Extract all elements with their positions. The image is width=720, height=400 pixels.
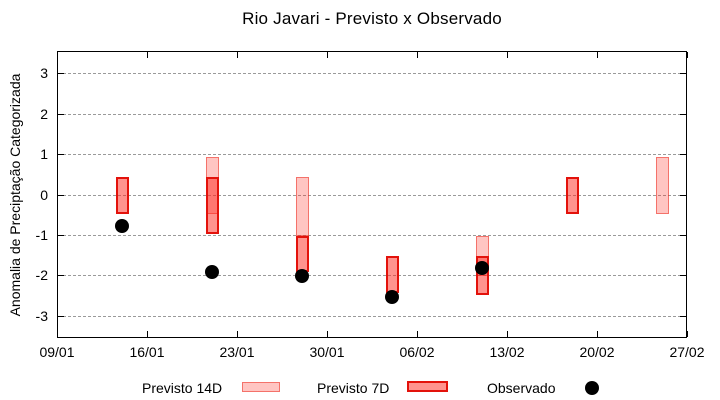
previsto-7d-bar	[295, 235, 309, 273]
y-tick-mark	[58, 234, 64, 236]
y-tick-mark	[58, 113, 64, 115]
observado-point	[205, 265, 220, 280]
y-tick-label: -1	[35, 226, 48, 243]
x-tick-mark	[237, 52, 238, 58]
x-tick-mark	[417, 52, 418, 58]
y-tick-mark	[680, 113, 686, 115]
x-tick-label: 06/02	[399, 344, 435, 360]
observado-point	[475, 261, 490, 276]
y-tick-mark	[58, 275, 64, 277]
previsto-7d-bar	[115, 177, 129, 214]
gridline	[58, 113, 686, 115]
observado-point	[385, 289, 400, 304]
gridline	[58, 315, 686, 317]
y-tick-label: 1	[40, 146, 48, 163]
x-tick-mark	[147, 52, 148, 58]
x-tick-mark	[327, 52, 328, 58]
y-tick-mark	[680, 315, 686, 317]
y-tick-mark	[680, 234, 686, 236]
x-tick-label: 16/01	[129, 344, 165, 360]
x-tick-mark	[417, 331, 418, 337]
legend-observado-dot-icon	[585, 381, 599, 395]
x-tick-mark	[147, 331, 148, 337]
observado-point	[115, 218, 130, 233]
previsto-7d-bar	[205, 177, 219, 234]
x-tick-mark	[687, 52, 688, 58]
y-tick-label: -3	[35, 307, 48, 324]
x-tick-label: 23/01	[219, 344, 255, 360]
chart-title: Rio Javari - Previsto x Observado	[242, 9, 502, 28]
previsto-7d-bar	[385, 256, 399, 293]
observado-point	[295, 269, 310, 284]
x-tick-label: 09/01	[39, 344, 75, 360]
gridline	[58, 234, 686, 236]
previsto-14d-bar	[295, 177, 309, 236]
gridline	[58, 73, 686, 75]
x-tick-mark	[327, 331, 328, 337]
x-tick-mark	[597, 331, 598, 337]
y-tick-mark	[58, 154, 64, 156]
y-tick-mark	[680, 154, 686, 156]
legend-swatch-previsto-14d	[242, 382, 280, 392]
y-tick-label: -2	[35, 267, 48, 284]
x-tick-mark	[507, 331, 508, 337]
y-tick-mark	[680, 275, 686, 277]
legend-label-observado: Observado	[487, 380, 556, 396]
y-tick-label: 0	[40, 186, 48, 203]
y-tick-label: 2	[40, 105, 48, 122]
y-tick-mark	[58, 194, 64, 196]
previsto-14d-bar	[655, 157, 669, 214]
x-tick-label: 13/02	[489, 344, 525, 360]
x-tick-mark	[507, 52, 508, 58]
y-tick-mark	[680, 73, 686, 75]
x-tick-label: 30/01	[309, 344, 345, 360]
legend-label-previsto-7d: Previsto 7D	[317, 380, 390, 396]
plot-area	[57, 51, 688, 338]
gridline	[58, 154, 686, 156]
x-tick-label: 20/02	[579, 344, 615, 360]
x-tick-mark	[57, 331, 58, 337]
y-tick-mark	[58, 73, 64, 75]
legend-swatch-previsto-7d	[407, 381, 448, 392]
x-tick-mark	[237, 331, 238, 337]
y-tick-mark	[58, 315, 64, 317]
x-tick-mark	[687, 331, 688, 337]
x-tick-mark	[597, 52, 598, 58]
previsto-7d-bar	[565, 177, 579, 214]
legend-label-previsto-14d: Previsto 14D	[142, 380, 223, 396]
gridline	[58, 194, 686, 196]
y-tick-label: 3	[40, 65, 48, 82]
gridline	[58, 275, 686, 277]
x-tick-label: 27/02	[669, 344, 705, 360]
x-tick-mark	[57, 52, 58, 58]
y-tick-mark	[680, 194, 686, 196]
